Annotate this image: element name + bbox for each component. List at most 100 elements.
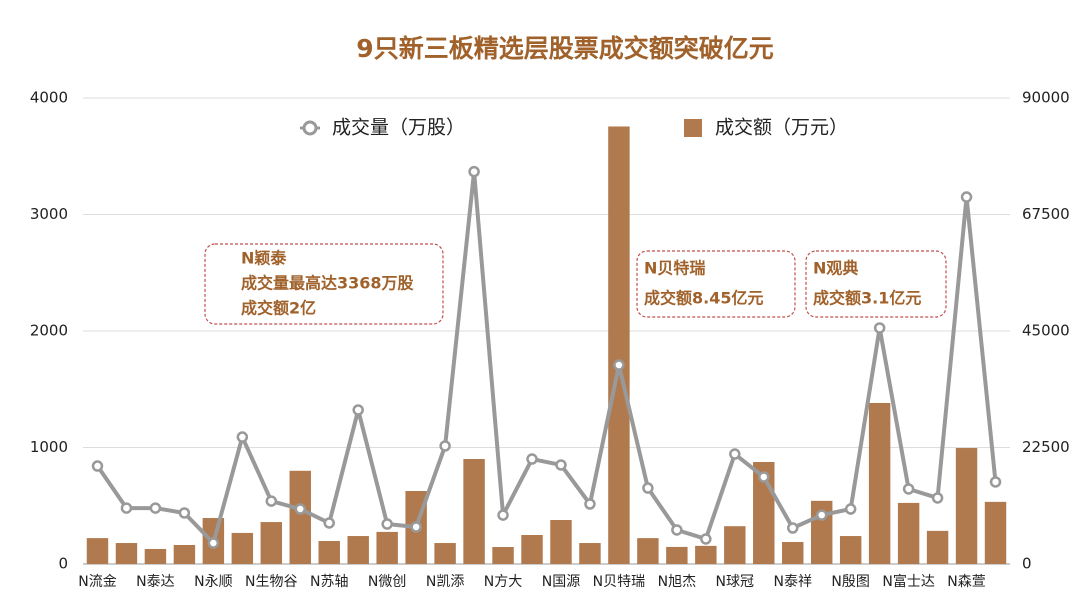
y2-tick-label: 22500 xyxy=(1022,438,1070,456)
x-tick-label: N贝特瑞 xyxy=(593,574,645,590)
line-marker xyxy=(873,322,886,334)
bar xyxy=(260,522,283,564)
y2-tick-label: 0 xyxy=(1022,555,1032,573)
bar xyxy=(347,536,369,564)
line-marker xyxy=(381,518,393,530)
x-tick-label: N方大 xyxy=(484,574,522,590)
annotation-text: 成交额2亿 xyxy=(241,299,316,318)
line-marker xyxy=(786,522,799,534)
annotation-text: N观典 xyxy=(813,259,858,278)
bar xyxy=(724,526,746,564)
line-marker xyxy=(729,448,741,460)
bar xyxy=(868,402,891,564)
line-marker xyxy=(844,503,857,515)
x-tick-label: N永顺 xyxy=(194,574,232,590)
line-marker xyxy=(526,453,538,465)
bar xyxy=(897,502,920,564)
line-marker xyxy=(555,459,567,471)
bar xyxy=(492,547,514,564)
y2-tick-label: 45000 xyxy=(1022,322,1070,340)
line-marker xyxy=(671,524,683,536)
bar xyxy=(608,126,630,564)
line-marker xyxy=(584,498,596,510)
x-tick-label: N苏轴 xyxy=(310,574,348,590)
line-marker xyxy=(902,483,915,495)
line-marker xyxy=(178,507,191,519)
bar xyxy=(839,536,862,564)
bar xyxy=(289,470,311,564)
annotation-text: N贝特瑞 xyxy=(644,259,705,278)
chart-title: 9只新三板精选层股票成交额突破亿元 xyxy=(356,34,773,63)
line-marker xyxy=(989,476,1002,488)
x-tick-label: N流金 xyxy=(78,574,116,590)
y-tick-label: 0 xyxy=(58,555,68,573)
x-tick-label: N微创 xyxy=(368,574,406,590)
x-tick-label: N国源 xyxy=(542,574,580,590)
y-tick-label: 1000 xyxy=(30,438,68,456)
bar xyxy=(666,546,688,564)
bar xyxy=(984,501,1007,564)
x-tick-label: N富士达 xyxy=(882,573,934,590)
legend-swatch xyxy=(684,119,702,137)
line xyxy=(95,169,998,546)
line-marker xyxy=(468,165,480,178)
line-marker xyxy=(265,495,278,507)
line-marker xyxy=(410,521,422,533)
x-tick-label: N旭杰 xyxy=(658,574,696,590)
x-tick-label: N泰达 xyxy=(136,574,174,590)
line-marker xyxy=(497,509,509,521)
bar xyxy=(579,543,601,564)
line-marker xyxy=(149,502,162,514)
annotation-box xyxy=(805,250,947,318)
bar xyxy=(376,531,398,564)
line-marker xyxy=(758,471,770,483)
line-marker xyxy=(323,517,335,529)
line-marker xyxy=(613,359,625,371)
y-tick-label: 3000 xyxy=(30,205,68,223)
bar xyxy=(463,458,485,564)
line-marker xyxy=(642,482,654,494)
x-tick-label: N森萱 xyxy=(947,574,985,590)
annotation-text: 成交额3.1亿元 xyxy=(813,289,921,308)
x-tick-label: N球冠 xyxy=(716,574,754,590)
annotation-box xyxy=(636,250,796,318)
legend-marker xyxy=(302,120,318,136)
line-marker xyxy=(815,509,828,521)
x-tick-label: N泰祥 xyxy=(773,574,811,590)
bar xyxy=(86,538,109,564)
annotation-text: 成交额8.45亿元 xyxy=(644,289,763,308)
line-marker xyxy=(294,503,307,515)
annotation-text: 成交量最高达3368万股 xyxy=(241,274,415,293)
line-marker xyxy=(91,460,104,472)
bar xyxy=(637,538,659,564)
bar xyxy=(115,543,138,564)
y-tick-label: 2000 xyxy=(30,322,68,340)
line-marker xyxy=(352,404,364,416)
line-marker xyxy=(960,191,973,203)
annotation-box xyxy=(204,243,444,325)
legend-label: 成交量（万股） xyxy=(332,117,465,139)
bar xyxy=(550,519,572,564)
bar xyxy=(955,448,978,564)
line-marker xyxy=(207,537,220,549)
x-tick-label: N生物谷 xyxy=(245,574,297,590)
bar xyxy=(144,548,167,564)
x-tick-label: N凯添 xyxy=(426,574,464,590)
x-tick-label: N殷图 xyxy=(831,574,869,590)
bar xyxy=(231,532,254,564)
y-tick-label: 4000 xyxy=(30,89,68,107)
line-marker xyxy=(700,533,712,545)
line-marker xyxy=(931,492,944,504)
line-marker xyxy=(236,431,249,443)
bar xyxy=(434,543,456,564)
line-marker xyxy=(120,502,133,514)
y2-tick-label: 90000 xyxy=(1022,89,1070,107)
bar xyxy=(173,544,196,564)
y2-tick-label: 67500 xyxy=(1022,205,1070,223)
annotation-text: N颖泰 xyxy=(241,249,287,268)
bar xyxy=(318,541,340,564)
bar xyxy=(782,541,804,564)
bar xyxy=(521,535,543,564)
bar xyxy=(695,545,717,564)
